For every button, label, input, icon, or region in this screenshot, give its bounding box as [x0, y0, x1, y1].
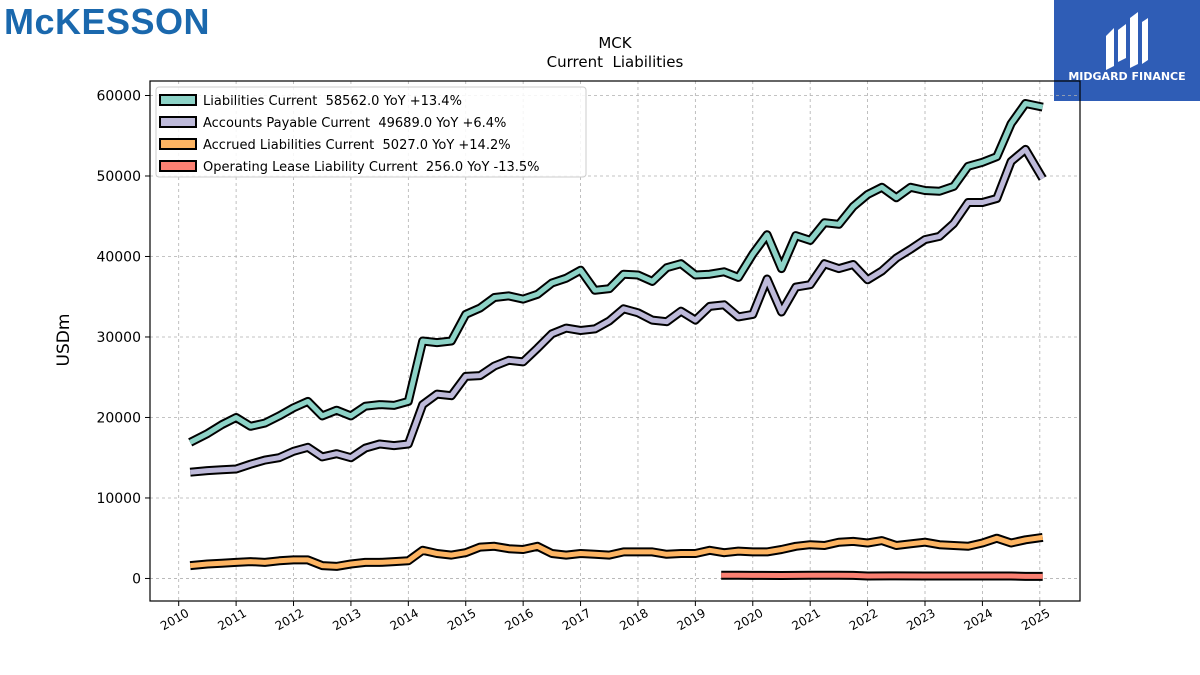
- legend-swatch-3: [159, 160, 197, 172]
- x-tick-label: 2022: [847, 606, 880, 633]
- mckesson-logo-text: McKESSON: [4, 1, 211, 42]
- series-line-1: [189, 146, 1045, 475]
- x-tick-label: 2020: [732, 606, 765, 633]
- x-tick-label: 2017: [560, 606, 593, 633]
- series-lines: [188, 99, 1047, 581]
- x-tick-label: 2018: [617, 606, 650, 633]
- legend-box: [155, 86, 587, 178]
- x-tick-label: 2023: [904, 606, 937, 633]
- x-tick-label: 2016: [502, 606, 535, 633]
- series-outline-1: [189, 144, 1047, 477]
- series-line-3: [721, 572, 1043, 579]
- y-tick-label: 30000: [96, 330, 141, 346]
- midgard-emblem-icon: [1106, 12, 1148, 70]
- plot-frame: [149, 80, 1081, 602]
- y-tick-label: 40000: [96, 249, 141, 265]
- legend-swatch-1: [159, 116, 197, 128]
- series-line-2: [189, 534, 1044, 569]
- x-tick-label: 2015: [445, 606, 478, 633]
- legend: Liabilities Current 58562.0 YoY +13.4% Ac…: [155, 86, 587, 178]
- x-tick-label: 2025: [1019, 606, 1052, 633]
- x-tick-label: 2019: [675, 606, 708, 633]
- y-axis-label: USDm: [54, 314, 74, 367]
- y-tick-label: 20000: [96, 410, 141, 426]
- x-tick-label: 2013: [330, 606, 363, 633]
- x-tick-label: 2014: [388, 606, 421, 633]
- y-tick-label: 60000: [96, 88, 141, 104]
- legend-label-3: Operating Lease Liability Current 256.0 …: [203, 160, 540, 175]
- midgard-finance-logo: MIDGARD FINANCE: [1054, 0, 1200, 101]
- chart-title: MCK: [598, 34, 632, 52]
- x-tick-label: 2010: [158, 606, 191, 633]
- legend-swatch-2: [159, 138, 197, 150]
- x-tick-label: 2024: [962, 606, 995, 633]
- mckesson-logo: McKESSON: [4, 2, 210, 42]
- y-tick-label: 0: [132, 571, 141, 587]
- y-tick-label: 50000: [96, 169, 141, 185]
- y-tick-label: 10000: [96, 491, 141, 507]
- legend-label-0: Liabilities Current 58562.0 YoY +13.4%: [203, 94, 462, 109]
- x-tick-label: 2012: [273, 606, 306, 633]
- x-tick-label: 2021: [789, 606, 822, 633]
- chart-subtitle: Current Liabilities: [547, 53, 684, 71]
- legend-label-2: Accrued Liabilities Current 5027.0 YoY +…: [203, 138, 511, 153]
- x-tick-label: 2011: [215, 606, 248, 633]
- legend-label-1: Accounts Payable Current 49689.0 YoY +6.…: [203, 116, 506, 131]
- legend-swatch-0: [159, 94, 197, 106]
- series-line-0: [189, 101, 1044, 445]
- midgard-finance-text: MIDGARD FINANCE: [1068, 70, 1186, 83]
